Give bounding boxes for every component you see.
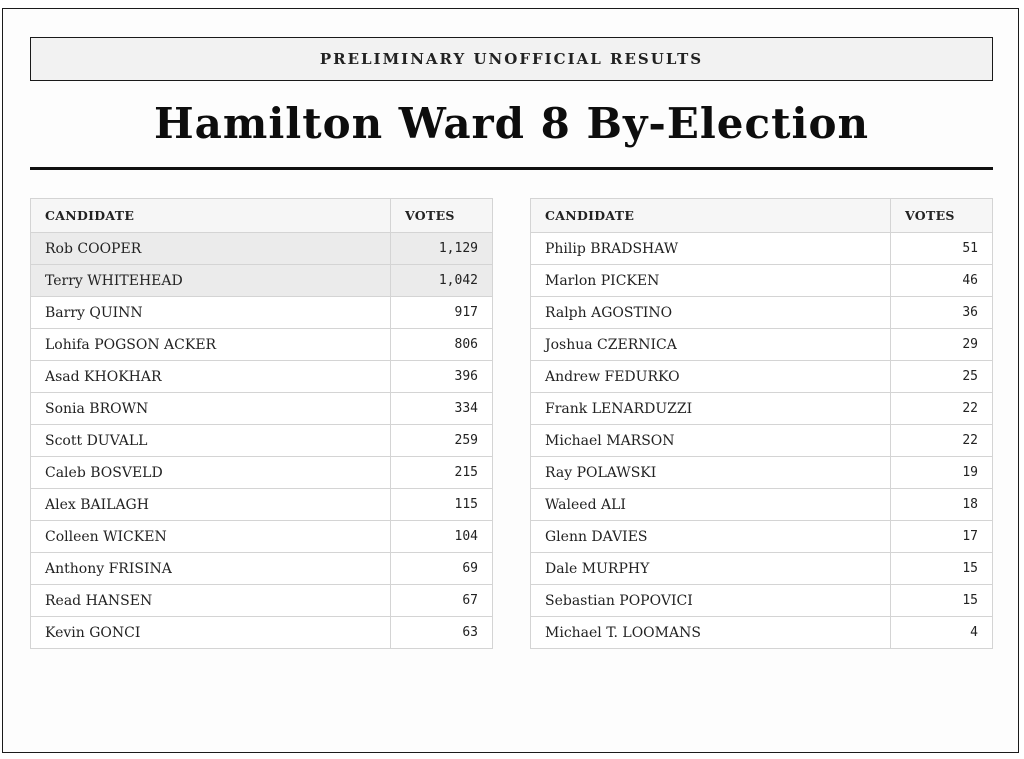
vote-count: 69 xyxy=(390,552,493,585)
vote-count: 25 xyxy=(890,360,993,393)
votes-column-header: VOTES xyxy=(890,198,993,233)
vote-count: 19 xyxy=(890,456,993,489)
candidate-name: Marlon PICKEN xyxy=(530,264,891,297)
table-row: Barry QUINN 917 xyxy=(30,296,493,329)
candidate-name: Read HANSEN xyxy=(30,584,391,617)
table-row: Michael T. LOOMANS 4 xyxy=(530,616,993,649)
vote-count: 18 xyxy=(890,488,993,521)
candidate-name: Alex BAILAGH xyxy=(30,488,391,521)
table-header-row: CANDIDATE VOTES xyxy=(530,198,993,233)
vote-count: 334 xyxy=(390,392,493,425)
table-row: Dale MURPHY 15 xyxy=(530,552,993,585)
vote-count: 36 xyxy=(890,296,993,329)
preliminary-results-banner: PRELIMINARY UNOFFICIAL RESULTS xyxy=(30,37,993,81)
table-row: Sonia BROWN 334 xyxy=(30,392,493,425)
candidate-name: Kevin GONCI xyxy=(30,616,391,649)
candidate-name: Andrew FEDURKO xyxy=(530,360,891,393)
candidate-name: Anthony FRISINA xyxy=(30,552,391,585)
vote-count: 63 xyxy=(390,616,493,649)
candidate-name: Caleb BOSVELD xyxy=(30,456,391,489)
vote-count: 29 xyxy=(890,328,993,361)
table-row: Marlon PICKEN 46 xyxy=(530,264,993,297)
candidate-name: Asad KHOKHAR xyxy=(30,360,391,393)
table-header-row: CANDIDATE VOTES xyxy=(30,198,493,233)
vote-count: 104 xyxy=(390,520,493,553)
table-row: Philip BRADSHAW 51 xyxy=(530,232,993,265)
table-row: Frank LENARDUZZI 22 xyxy=(530,392,993,425)
candidate-name: Glenn DAVIES xyxy=(530,520,891,553)
table-row: Glenn DAVIES 17 xyxy=(530,520,993,553)
vote-count: 259 xyxy=(390,424,493,457)
vote-count: 15 xyxy=(890,552,993,585)
table-row: Caleb BOSVELD 215 xyxy=(30,456,493,489)
votes-column-header: VOTES xyxy=(390,198,493,233)
candidate-name: Sebastian POPOVICI xyxy=(530,584,891,617)
vote-count: 1,042 xyxy=(390,264,493,297)
table-row: Kevin GONCI 63 xyxy=(30,616,493,649)
candidate-column-header: CANDIDATE xyxy=(530,198,891,233)
candidate-name: Philip BRADSHAW xyxy=(530,232,891,265)
vote-count: 51 xyxy=(890,232,993,265)
vote-count: 4 xyxy=(890,616,993,649)
table-row: Ralph AGOSTINO 36 xyxy=(530,296,993,329)
vote-count: 22 xyxy=(890,424,993,457)
candidate-name: Michael T. LOOMANS xyxy=(530,616,891,649)
results-table-right-body: Philip BRADSHAW 51 Marlon PICKEN 46 Ralph AG… xyxy=(530,232,993,649)
candidate-name: Lohifa POGSON ACKER xyxy=(30,328,391,361)
vote-count: 806 xyxy=(390,328,493,361)
table-row: Terry WHITEHEAD 1,042 xyxy=(30,264,493,297)
table-row: Colleen WICKEN 104 xyxy=(30,520,493,553)
candidate-name: Frank LENARDUZZI xyxy=(530,392,891,425)
results-table-left-body: Rob COOPER 1,129 Terry WHITEHEAD 1,042 Barry… xyxy=(30,232,493,649)
table-row: Ray POLAWSKI 19 xyxy=(530,456,993,489)
candidate-name: Rob COOPER xyxy=(30,232,391,265)
table-row: Scott DUVALL 259 xyxy=(30,424,493,457)
table-row: Rob COOPER 1,129 xyxy=(30,232,493,265)
vote-count: 22 xyxy=(890,392,993,425)
vote-count: 17 xyxy=(890,520,993,553)
title-divider xyxy=(30,167,993,170)
table-row: Read HANSEN 67 xyxy=(30,584,493,617)
vote-count: 215 xyxy=(390,456,493,489)
table-row: Anthony FRISINA 69 xyxy=(30,552,493,585)
candidate-name: Michael MARSON xyxy=(530,424,891,457)
table-row: Waleed ALI 18 xyxy=(530,488,993,521)
candidate-name: Ray POLAWSKI xyxy=(530,456,891,489)
candidate-column-header: CANDIDATE xyxy=(30,198,391,233)
candidate-name: Terry WHITEHEAD xyxy=(30,264,391,297)
results-table-left: CANDIDATE VOTES Rob COOPER 1,129 Terry WHI… xyxy=(30,198,493,649)
table-row: Asad KHOKHAR 396 xyxy=(30,360,493,393)
table-row: Andrew FEDURKO 25 xyxy=(530,360,993,393)
vote-count: 1,129 xyxy=(390,232,493,265)
vote-count: 396 xyxy=(390,360,493,393)
candidate-name: Sonia BROWN xyxy=(30,392,391,425)
candidate-name: Waleed ALI xyxy=(530,488,891,521)
candidate-name: Scott DUVALL xyxy=(30,424,391,457)
candidate-name: Dale MURPHY xyxy=(530,552,891,585)
table-row: Joshua CZERNICA 29 xyxy=(530,328,993,361)
vote-count: 115 xyxy=(390,488,493,521)
candidate-name: Joshua CZERNICA xyxy=(530,328,891,361)
page-title: Hamilton Ward 8 By-Election xyxy=(153,99,870,148)
vote-count: 46 xyxy=(890,264,993,297)
vote-count: 67 xyxy=(390,584,493,617)
candidate-name: Barry QUINN xyxy=(30,296,391,329)
results-table-right: CANDIDATE VOTES Philip BRADSHAW 51 Marlon … xyxy=(530,198,993,649)
candidate-name: Ralph AGOSTINO xyxy=(530,296,891,329)
table-row: Sebastian POPOVICI 15 xyxy=(530,584,993,617)
vote-count: 917 xyxy=(390,296,493,329)
table-row: Lohifa POGSON ACKER 806 xyxy=(30,328,493,361)
table-row: Alex BAILAGH 115 xyxy=(30,488,493,521)
vote-count: 15 xyxy=(890,584,993,617)
candidate-name: Colleen WICKEN xyxy=(30,520,391,553)
table-row: Michael MARSON 22 xyxy=(530,424,993,457)
